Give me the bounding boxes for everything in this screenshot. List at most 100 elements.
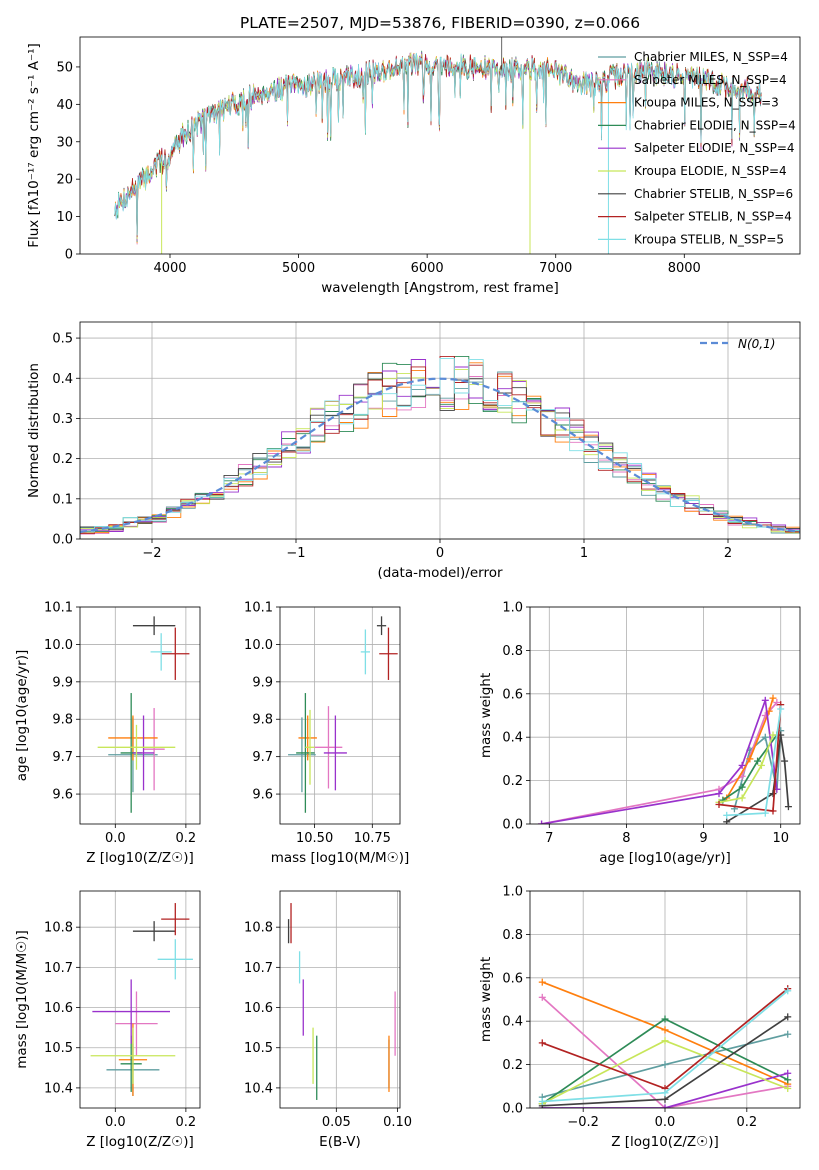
plot-area: [288, 616, 398, 813]
x-tick-label: 0.0: [105, 831, 126, 846]
weight-series-line: [541, 996, 788, 1108]
y-tick-label: 9.7: [52, 750, 73, 765]
x-tick-label: 0.2: [736, 1115, 757, 1130]
x-tick-label: −0.2: [567, 1115, 599, 1130]
y-tick-label: 0.4: [502, 1015, 523, 1030]
legend-label: Chabrier STELIB, N_SSP=6: [634, 187, 793, 201]
histogram-series: [80, 357, 800, 539]
plot-area: [90, 903, 193, 1096]
plot-area: [287, 903, 396, 1100]
weight-series-line: [725, 697, 774, 799]
x-axis-label: (data-model)/error: [377, 565, 503, 581]
legend-label: Chabrier MILES, N_SSP=4: [634, 50, 788, 64]
plot-massweight_vs_age: 7 8 9 10 0.0 0.2 0.4 0.6 0.8 1.0 age [log10(age/yr…: [478, 601, 801, 866]
y-tick-label: 20: [56, 173, 73, 188]
plot-age_vs_Z: 0.0 0.2 9.6 9.7 9.8 9.9 10.0 10.1 Z [log10(Z/Z☉)…: [14, 601, 201, 866]
y-tick-label: 0.0: [502, 818, 523, 833]
y-tick-label: 10.0: [44, 638, 73, 653]
plot-frame: [79, 606, 201, 825]
y-tick-label: 10.0: [244, 638, 273, 653]
x-axis-label: wavelength [Angstrom, rest frame]: [321, 280, 559, 296]
y-tick-label: 0.2: [502, 1058, 523, 1073]
y-tick-label: 10.1: [44, 601, 73, 616]
y-tick-label: 0.1: [52, 492, 73, 507]
gaussian-reference-curve: [80, 377, 800, 534]
y-tick-label: 0: [65, 248, 73, 263]
x-tick-label: 2: [724, 546, 732, 561]
x-tick-label: 6000: [411, 261, 444, 276]
x-tick-label: 4000: [153, 261, 186, 276]
legend-label: Salpeter STELIB, N_SSP=4: [634, 210, 792, 224]
x-tick-label: 9: [699, 831, 707, 846]
x-tick-label: 0.0: [105, 1115, 126, 1130]
weight-series-line: [718, 734, 774, 804]
y-tick-label: 0.0: [52, 533, 73, 548]
x-tick-label: 10.50: [296, 831, 333, 846]
legend-label: Kroupa STELIB, N_SSP=5: [634, 232, 784, 246]
y-tick-label: 10.8: [244, 921, 273, 936]
x-tick-label: 0.05: [322, 1115, 351, 1130]
plot-area: [538, 694, 792, 824]
plot-area: [114, 37, 762, 254]
y-tick-label: 0.0: [502, 1102, 523, 1117]
y-tick-label: 10.8: [44, 921, 73, 936]
y-tick-label: 0.4: [52, 372, 73, 387]
y-axis-label: Normed distribution: [26, 363, 42, 498]
y-tick-label: 0.2: [52, 452, 73, 467]
y-axis-label: mass weight: [478, 957, 494, 1042]
y-tick-label: 0.8: [502, 928, 523, 943]
y-axis-label: mass weight: [478, 673, 494, 758]
y-tick-label: 9.8: [252, 713, 273, 728]
plot-area: [97, 616, 190, 813]
weight-series-line: [542, 1072, 788, 1108]
x-tick-label: 7: [545, 831, 553, 846]
plot-age_vs_mass: 10.50 10.75 9.6 9.7 9.8 9.9 10.0 10.1 mass [log1…: [244, 601, 409, 867]
y-tick-label: 0.2: [502, 774, 523, 789]
y-tick-label: 9.7: [252, 750, 273, 765]
chart-layer: 4000 5000 6000 7000 800001020304050wavelengt…: [14, 36, 801, 1150]
y-tick-label: 1.0: [502, 885, 523, 900]
plot-massweight_vs_Z: −0.2 0.0 0.2 0.0 0.2 0.4 0.6 0.8 1.0 Z [log10(Z/Z…: [478, 885, 801, 1150]
y-tick-label: 10.7: [44, 961, 73, 976]
y-axis-label: Flux [fλ10⁻¹⁷ erg cm⁻² s⁻¹ A⁻¹]: [26, 43, 42, 248]
x-tick-label: 1: [580, 546, 588, 561]
y-tick-label: 0.6: [502, 687, 523, 702]
plot-residuals: −2 −1 0 1 2 0.0 0.1 0.2 0.3 0.4 0.5 (data-model)/er…: [26, 321, 801, 581]
spectrum-series-line: [114, 52, 762, 236]
plot-area: [538, 978, 792, 1108]
x-tick-label: 0: [436, 546, 444, 561]
legend-label: Salpeter ELODIE, N_SSP=4: [634, 141, 795, 155]
y-tick-label: 30: [56, 135, 73, 150]
legend: Chabrier MILES, N_SSP=4 Salpeter MILES, N…: [598, 50, 796, 246]
y-tick-label: 0.6: [502, 971, 523, 986]
y-tick-label: 10.6: [44, 1001, 73, 1016]
y-tick-label: 9.6: [52, 788, 73, 803]
y-tick-label: 9.8: [52, 713, 73, 728]
x-tick-label: 0.2: [176, 831, 197, 846]
plot-frame: [279, 606, 401, 825]
y-tick-label: 10.5: [44, 1041, 73, 1056]
legend-label: Chabrier ELODIE, N_SSP=4: [634, 118, 796, 132]
y-tick-label: 10.1: [244, 601, 273, 616]
x-tick-label: 0.10: [383, 1115, 412, 1130]
y-tick-label: 10.7: [244, 961, 273, 976]
x-axis-label: age [log10(age/yr)]: [599, 850, 731, 866]
y-tick-label: 9.9: [252, 675, 273, 690]
x-tick-label: 10: [772, 831, 789, 846]
legend-label: Kroupa ELODIE, N_SSP=4: [634, 164, 787, 178]
plot-spectrum: 4000 5000 6000 7000 8000 0 10 20 30 40 50 wavelengt…: [26, 36, 801, 296]
x-tick-label: 5000: [282, 261, 315, 276]
y-tick-label: 9.6: [252, 788, 273, 803]
y-tick-label: 0.3: [52, 412, 73, 427]
y-tick-label: 40: [56, 98, 73, 113]
y-tick-label: 0.5: [52, 332, 73, 347]
y-tick-label: 10.4: [44, 1081, 73, 1096]
x-tick-label: 7000: [539, 261, 572, 276]
x-axis-label: Z [log10(Z/Z☉)]: [611, 1134, 719, 1150]
y-tick-label: 10.4: [244, 1081, 273, 1096]
plot-frame: [529, 890, 801, 1109]
plot-frame: [279, 890, 401, 1109]
y-tick-label: 10: [56, 210, 73, 225]
y-tick-label: 50: [56, 60, 73, 75]
